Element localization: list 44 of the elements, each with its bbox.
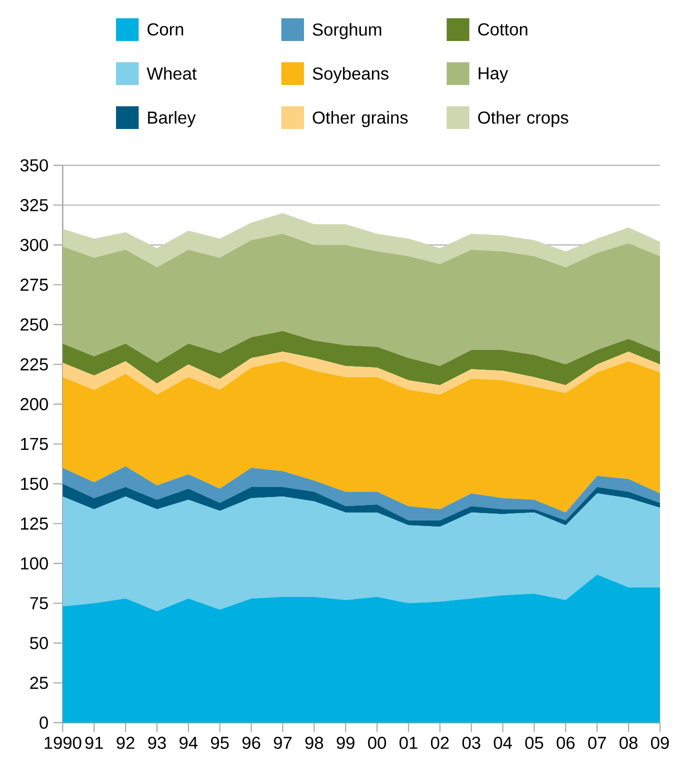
x-tick-label: 08 [620,736,638,749]
y-tick-label: 200 [20,398,48,410]
y-tick-label: 50 [30,636,48,650]
legend-label: Corn [148,23,184,36]
y-tick-label: 25 [30,676,48,689]
x-tick-label: 00 [368,736,386,749]
y-tick-label: 325 [20,199,48,212]
x-tick-label: 04 [494,736,512,749]
x-tick-label: 96 [242,736,260,749]
legend-label: Barley [148,111,196,128]
legend-label: Wheat [146,67,197,80]
y-tick-label: 275 [20,278,48,291]
x-tick-label: 07 [588,736,606,749]
y-tick-label: 100 [21,557,48,570]
legend-label: Soybeans [312,67,388,84]
legend-label: Other crops [478,111,568,128]
x-tick-label: 06 [556,736,575,749]
y-tick-label: 150 [21,478,48,490]
x-tick-label: 97 [274,736,292,749]
y-tick-label: 125 [21,517,48,530]
x-tick-label: 03 [462,736,480,749]
y-tick-label: 0 [40,716,48,729]
x-tick-label: 05 [525,736,544,749]
y-tick-label: 175 [21,438,48,450]
x-tick-label: 95 [211,736,229,749]
legend-label: Sorghum [312,23,382,40]
legend-label: Cotton [478,23,528,36]
x-tick-label: 09 [651,736,669,749]
x-tick-label: 93 [148,736,166,749]
legend-label: Other grains [312,111,408,128]
x-tick-label: 02 [430,736,449,749]
x-tick-label: 94 [180,736,198,749]
x-tick-label: 1990 [44,736,82,749]
y-tick-label: 250 [20,318,48,331]
y-tick-label: 350 [20,159,48,172]
x-tick-label: 92 [116,736,134,749]
y-tick-label: 300 [20,238,48,252]
x-tick-label: 99 [336,736,354,749]
x-tick-label: 91 [85,736,103,749]
y-tick-label: 225 [20,358,48,371]
x-tick-label: 01 [400,736,418,749]
legend-label: Hay [478,67,508,83]
y-tick-label: 75 [30,597,48,610]
x-tick-label: 98 [305,736,324,749]
